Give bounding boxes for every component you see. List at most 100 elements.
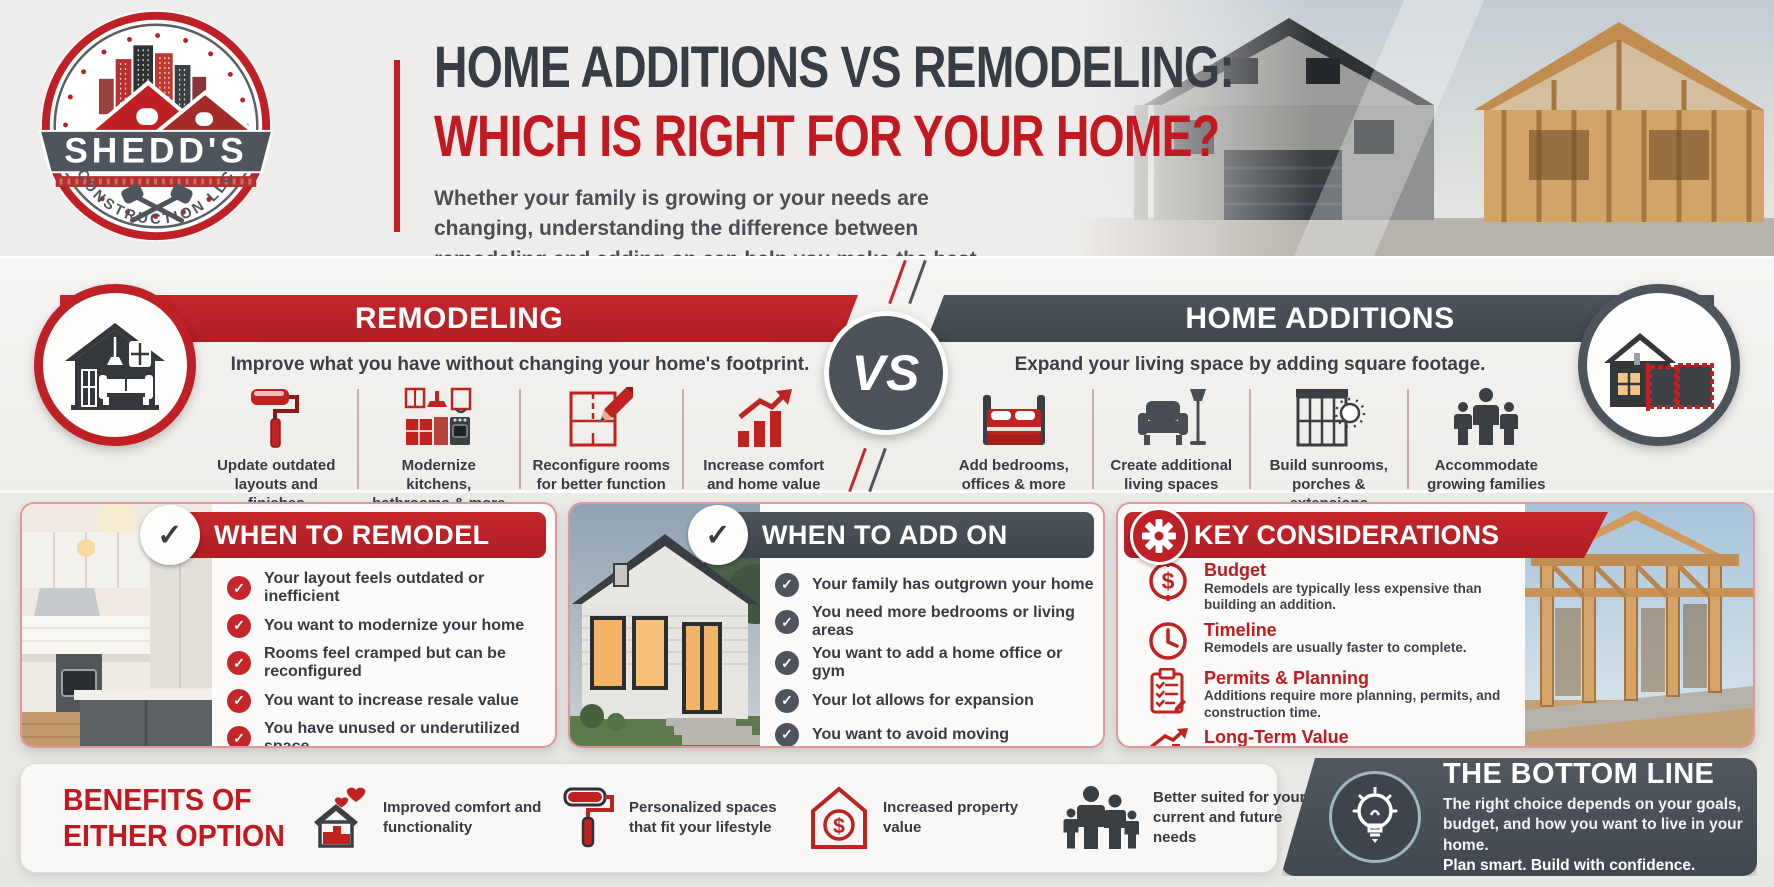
check-icon: ✓	[775, 651, 799, 675]
consideration-permits: Permits & Planning Additions require mor…	[1146, 667, 1526, 722]
growth-chart-icon	[734, 385, 794, 449]
check-circle-icon: ✓	[140, 505, 200, 565]
bed-icon	[981, 385, 1047, 449]
chart-up-icon	[1146, 727, 1190, 746]
addon-checklist: ✓ Your family has outgrown your home ✓ You…	[775, 570, 1095, 746]
considerations-list: $ Budget Remodels are typically less exp…	[1146, 560, 1526, 746]
addition-badge	[1578, 284, 1740, 446]
house-dollar-icon: $	[811, 786, 867, 849]
benefit-comfort: Improved comfort and functionality	[311, 786, 543, 850]
column-divider	[1091, 389, 1094, 489]
divider-slash	[888, 259, 907, 305]
paint-roller-icon	[249, 385, 303, 449]
house-hearts-icon	[314, 787, 366, 848]
when-to-remodel-header: ✓ WHEN TO REMODEL	[140, 505, 546, 565]
kitchen-icon	[404, 385, 474, 449]
bottom-line-text: The right choice depends on your goals, …	[1443, 796, 1743, 854]
logo-name: SHEDD'S	[64, 130, 247, 170]
remodel-checklist: ✓ Your layout feels outdated or inefficie…	[227, 570, 547, 746]
comparison-band: REMODELING HOME ADDITIONS	[0, 256, 1774, 512]
additions-tagline: Expand your living space by adding squar…	[1014, 354, 1486, 375]
column-divider	[519, 389, 521, 489]
list-item: ✓ You want to avoid moving	[775, 720, 1095, 746]
house-addition-icon	[1604, 333, 1714, 411]
title-line-2: WHICH IS RIGHT FOR YOUR HOME?	[434, 104, 1220, 169]
column-divider	[356, 389, 359, 489]
check-icon: ✓	[227, 576, 251, 600]
header: SHEDD'S CONSTRUCTION LLC HOME ADDITIONS …	[0, 0, 1774, 301]
check-circle-icon: ✓	[688, 505, 748, 565]
remodel-item-reconfigure: Reconfigure rooms for better function	[521, 385, 682, 495]
check-icon: ✓	[775, 688, 799, 713]
check-icon: ✓	[227, 651, 251, 675]
benefits-title: BENEFITS OF EITHER OPTION	[63, 782, 285, 853]
list-item: ✓ You need more bedrooms or living areas	[775, 604, 1095, 640]
house-interior-icon	[65, 323, 165, 410]
benefit-future: Better suited for your current and futur…	[1063, 785, 1313, 851]
family-icon	[1453, 385, 1519, 449]
detail-panels: ✓ WHEN TO REMODEL ✓ Your layout feels out…	[0, 493, 1774, 755]
consideration-value: Long-Term Value Both options can increas…	[1146, 727, 1526, 746]
when-to-add-on-panel: ✓ WHEN TO ADD ON ✓ Your family has outgro…	[568, 502, 1105, 748]
sofa-lamp-icon	[1134, 385, 1208, 449]
hero-house-photo	[1074, 0, 1774, 256]
key-considerations-panel: KEY CONSIDERATIONS	[1116, 502, 1755, 748]
svg-text:$: $	[833, 815, 845, 838]
list-item: ✓ You want to increase resale value	[227, 686, 547, 715]
benefit-value: $ Increased property value	[809, 785, 1043, 851]
divider-slash	[868, 447, 887, 493]
list-item: ✓ Your layout feels outdated or inefficie…	[227, 570, 547, 606]
gear-icon	[1130, 507, 1188, 565]
list-item: ✓ Your lot allows for expansion	[775, 686, 1095, 715]
lightbulb-icon	[1329, 771, 1421, 863]
divider-slash	[848, 447, 867, 493]
addition-item-families: Accommodate growing families	[1409, 385, 1565, 495]
remodel-item-kitchens: Modernize kitchens, bathrooms & more	[359, 385, 520, 513]
addition-item-living: Create additional living spaces	[1094, 385, 1250, 495]
check-icon: ✓	[227, 613, 251, 638]
remodeling-tagline: Improve what you have without changing y…	[230, 354, 810, 375]
when-to-add-on-header: ✓ WHEN TO ADD ON	[688, 505, 1094, 565]
floor-plan-icon	[569, 385, 634, 449]
bottom-line-title: THE BOTTOM LINE	[1443, 758, 1715, 791]
column-divider	[1406, 389, 1409, 489]
check-icon: ✓	[775, 610, 799, 634]
check-icon: ✓	[227, 688, 251, 713]
check-icon: ✓	[775, 572, 799, 597]
crossed-hammers-icon	[121, 184, 193, 223]
kitchen-photo	[22, 504, 212, 746]
remodeling-icon-row: Update outdated layouts and finishes	[196, 385, 844, 513]
additions-banner: HOME ADDITIONS	[926, 295, 1714, 342]
title-line-1: HOME ADDITIONS VS REMODELING:	[434, 35, 1235, 100]
remodeling-badge	[34, 284, 196, 446]
addition-item-bedrooms: Add bedrooms, offices & more	[936, 385, 1092, 495]
footer: BENEFITS OF EITHER OPTION Improved comfo…	[0, 755, 1774, 887]
benefit-personalized: Personalized spaces that fit your lifest…	[563, 786, 789, 850]
list-item: ✓ You want to add a home office or gym	[775, 645, 1095, 681]
list-item: ✓ Rooms feel cramped but can be reconfigu…	[227, 645, 547, 681]
bottom-line-cta: Plan smart. Build with confidence.	[1443, 856, 1696, 874]
column-divider	[1249, 389, 1251, 489]
headline: HOME ADDITIONS VS REMODELING: WHICH IS R…	[434, 34, 1235, 306]
sunroom-icon	[1292, 385, 1366, 449]
divider-slash	[908, 259, 927, 305]
bottom-line-panel: THE BOTTOM LINE The right choice depends…	[1281, 758, 1757, 876]
family-icon	[1063, 786, 1139, 849]
company-logo: SHEDD'S CONSTRUCTION LLC	[38, 8, 274, 244]
svg-text:$: $	[1162, 568, 1175, 594]
clock-icon	[1146, 620, 1190, 662]
column-divider	[681, 389, 684, 489]
key-considerations-header: KEY CONSIDERATIONS	[1124, 512, 1608, 558]
dollar-circle-icon: $	[1146, 560, 1190, 602]
check-icon: ✓	[775, 722, 799, 746]
paint-roller-icon	[563, 787, 614, 848]
when-to-remodel-panel: ✓ WHEN TO REMODEL ✓ Your layout feels out…	[20, 502, 557, 748]
remodel-item-value: Increase comfort and home value	[684, 385, 845, 495]
consideration-budget: $ Budget Remodels are typically less exp…	[1146, 560, 1526, 614]
list-item: ✓ You want to modernize your home	[227, 611, 547, 640]
vs-badge: VS	[824, 311, 948, 435]
list-item: ✓ Your family has outgrown your home	[775, 570, 1095, 599]
consideration-timeline: Timeline Remodels are usually faster to …	[1146, 620, 1526, 662]
additions-icon-row: Add bedrooms, offices & more	[936, 385, 1564, 513]
